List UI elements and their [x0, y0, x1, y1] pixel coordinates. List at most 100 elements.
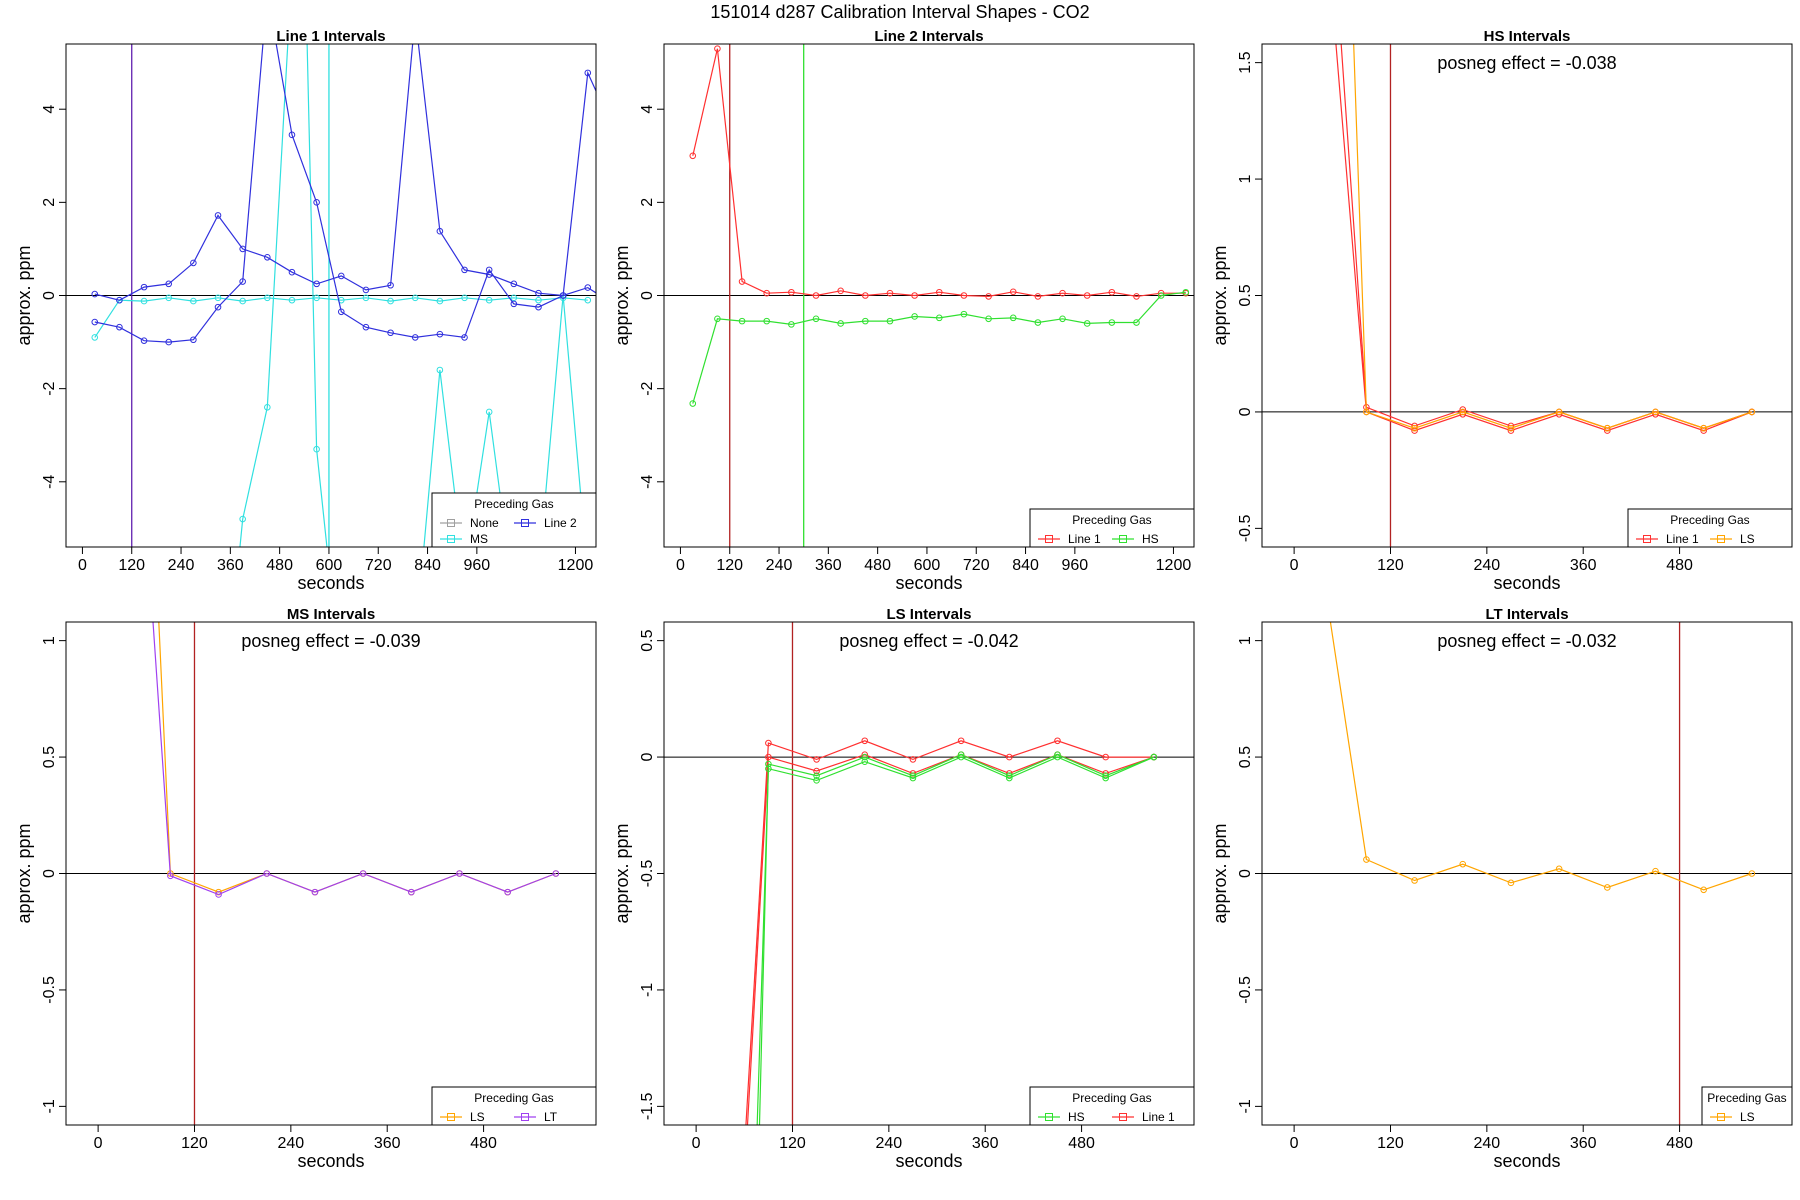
y-tick-label: -4 — [639, 475, 656, 489]
data-point — [1157, 292, 1165, 299]
y-tick-label: 0.5 — [1237, 284, 1254, 306]
x-tick-label: 960 — [1062, 557, 1089, 574]
data-point — [313, 294, 320, 302]
x-tick-label: 240 — [1473, 557, 1500, 574]
y-tick-label: 0 — [41, 869, 58, 878]
data-point — [337, 272, 345, 280]
data-point — [116, 323, 123, 331]
data-point — [1411, 424, 1418, 432]
data-point — [957, 751, 965, 759]
chart-panel-4: MS Intervals 0 120 240 360 480 -1 -0.5 0 0.5 1 seco… — [14, 606, 597, 1171]
data-point — [689, 152, 697, 160]
data-point — [1150, 753, 1158, 761]
posneg-annotation: posneg effect = -0.042 — [839, 631, 1018, 651]
x-tick-label: 480 — [1068, 1135, 1095, 1152]
series-line-ls — [1353, 44, 1752, 429]
x-tick-label: 720 — [963, 557, 990, 574]
data-point — [1555, 408, 1563, 416]
legend: Preceding Gas Line 1 LS — [1627, 508, 1793, 548]
data-point — [1133, 293, 1140, 300]
y-tick-label: 0 — [41, 291, 58, 300]
y-tick-label: 0 — [639, 291, 656, 300]
data-point — [754, 1150, 760, 1156]
data-point — [1411, 877, 1418, 884]
legend-swatch-marker — [1717, 535, 1725, 543]
data-point — [264, 294, 271, 302]
data-point — [387, 281, 394, 289]
data-point — [264, 254, 271, 261]
x-tick-label: 120 — [1377, 557, 1404, 574]
y-tick-label: -2 — [639, 381, 656, 395]
data-point — [1009, 288, 1017, 296]
data-point — [140, 283, 148, 291]
data-point — [763, 289, 771, 297]
data-point — [813, 767, 820, 775]
data-point — [742, 1150, 748, 1156]
plot-frame — [663, 621, 1195, 1126]
x-tick-label: 600 — [316, 557, 343, 574]
data-point — [190, 259, 197, 267]
data-point — [837, 320, 844, 327]
y-tick-label: 0 — [1237, 407, 1254, 416]
data-point — [436, 366, 444, 374]
data-point — [1108, 288, 1116, 296]
data-point — [1700, 886, 1707, 894]
x-tick-label: 360 — [217, 557, 244, 574]
data-point — [714, 45, 721, 52]
legend-entry-label: Line 1 — [1068, 532, 1101, 546]
x-tick-label: 1200 — [558, 557, 594, 574]
data-point — [743, 1150, 749, 1156]
y-tick-label: -0.5 — [41, 976, 58, 1004]
data-point — [1059, 289, 1066, 297]
legend-title: Preceding Gas — [474, 1091, 553, 1105]
legend-entry-label: LS — [1740, 532, 1755, 546]
data-point — [510, 280, 518, 288]
x-tick-label: 840 — [1012, 557, 1039, 574]
data-point — [788, 288, 795, 296]
x-tick-label: 240 — [277, 1135, 304, 1152]
y-axis-label: approx. ppm — [612, 823, 632, 923]
data-point — [504, 888, 511, 896]
legend-entry-label: Line 2 — [544, 516, 577, 530]
x-axis-label: seconds — [895, 573, 962, 593]
legend-entry-label: HS — [1142, 532, 1159, 546]
data-point — [228, 642, 234, 648]
legend-entry-label: MS — [470, 532, 488, 546]
data-point — [911, 313, 918, 320]
data-point — [510, 300, 518, 308]
x-tick-label: 120 — [716, 557, 743, 574]
x-tick-label: 480 — [470, 1135, 497, 1152]
series-line-hs — [758, 754, 1155, 1125]
x-axis-label: seconds — [895, 1151, 962, 1171]
data-point — [1748, 870, 1756, 877]
data-point — [239, 278, 246, 285]
y-tick-label: 0 — [1237, 869, 1254, 878]
series-line-hs — [756, 756, 1155, 1125]
data-point — [239, 297, 246, 305]
data-point — [387, 329, 394, 337]
data-point — [362, 323, 370, 331]
data-point — [861, 737, 869, 745]
data-point — [584, 296, 592, 304]
series-line-ms — [423, 295, 586, 547]
data-point — [1083, 320, 1091, 327]
data-point — [1748, 408, 1756, 416]
data-point — [597, 293, 603, 299]
data-point — [313, 199, 320, 206]
y-tick-label: -1.5 — [639, 1092, 656, 1120]
x-tick-label: 0 — [676, 557, 685, 574]
data-point — [461, 266, 468, 274]
plot-area — [1262, 622, 1792, 1125]
data-point — [436, 227, 444, 235]
legend-swatch-marker — [1119, 535, 1127, 543]
y-tick-label: 0.5 — [41, 746, 58, 768]
legend-swatch-marker — [521, 519, 529, 527]
y-axis-label: approx. ppm — [1210, 245, 1230, 345]
plot-area — [66, 622, 596, 1125]
data-point — [960, 310, 968, 318]
data-point — [1507, 879, 1515, 887]
posneg-annotation: posneg effect = -0.039 — [241, 631, 420, 651]
data-point — [288, 296, 296, 304]
data-point — [837, 287, 844, 295]
